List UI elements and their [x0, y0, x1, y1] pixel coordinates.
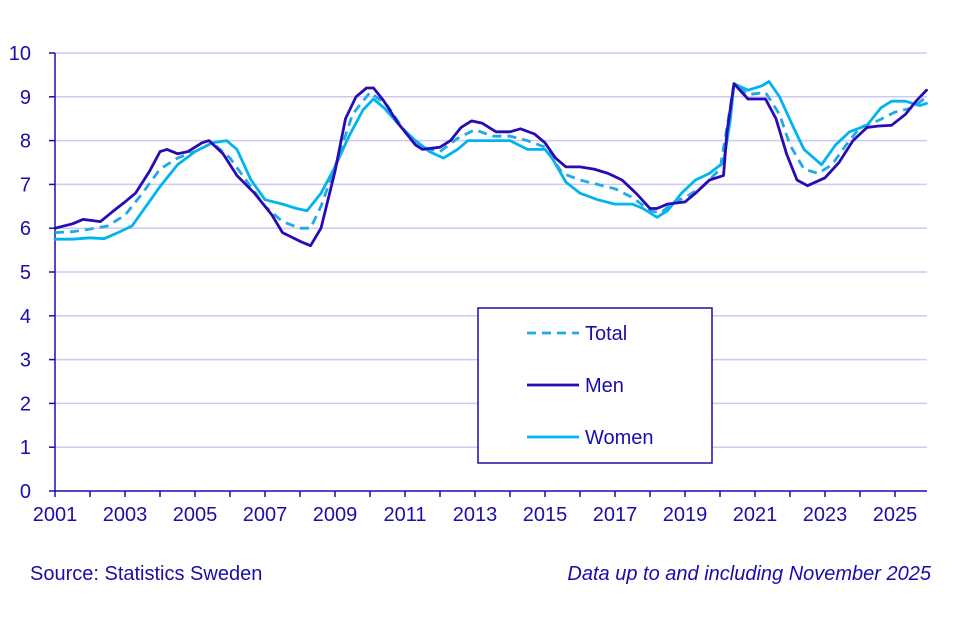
legend-label-women: Women — [585, 427, 654, 449]
series-line-men — [53, 82, 928, 248]
series-lines — [53, 80, 928, 248]
x-tick-label: 2003 — [103, 504, 148, 526]
source-note: Source: Statistics Sweden — [30, 563, 263, 585]
x-tick-label: 2015 — [523, 504, 568, 526]
x-tick-label: 2023 — [803, 504, 848, 526]
series-line-women — [53, 80, 928, 241]
legend-label-men: Men — [585, 375, 624, 397]
x-tick-label: 2011 — [383, 504, 426, 526]
gridlines — [55, 52, 927, 448]
y-tick-label: 6 — [20, 218, 31, 240]
y-tick-label: 0 — [20, 481, 31, 503]
x-tick-label: 2005 — [173, 504, 218, 526]
axes: 0 1 2 3 4 5 6 7 8 9 10 2001 2003 2005 2007 2009 2011 2013… — [9, 43, 927, 526]
legend-box — [477, 307, 713, 464]
series-line-total — [54, 82, 928, 234]
y-tick-label: 1 — [20, 437, 31, 459]
y-tick-label: 9 — [20, 87, 31, 109]
legend-label-total: Total — [585, 323, 627, 345]
y-tick-label: 8 — [20, 131, 31, 153]
x-tick-label: 2009 — [313, 504, 358, 526]
x-tick-label: 2001 — [33, 504, 78, 526]
x-tick-label: 2017 — [593, 504, 638, 526]
y-tick-label: 5 — [20, 262, 31, 284]
y-tick-label: 4 — [20, 306, 31, 328]
x-tick-label: 2007 — [243, 504, 288, 526]
x-tick-label: 2021 — [733, 504, 778, 526]
x-tick-label: 2025 — [873, 504, 918, 526]
y-tick-label: 2 — [20, 393, 31, 415]
data-coverage-note: Data up to and including November 2025 — [567, 563, 931, 585]
y-tick-label: 10 — [9, 43, 31, 65]
legend: Total Men Women — [477, 307, 713, 464]
y-tick-label: 3 — [20, 350, 31, 372]
x-tick-label: 2013 — [453, 504, 498, 526]
y-tick-label: 7 — [20, 174, 31, 196]
x-tick-label: 2019 — [663, 504, 708, 526]
